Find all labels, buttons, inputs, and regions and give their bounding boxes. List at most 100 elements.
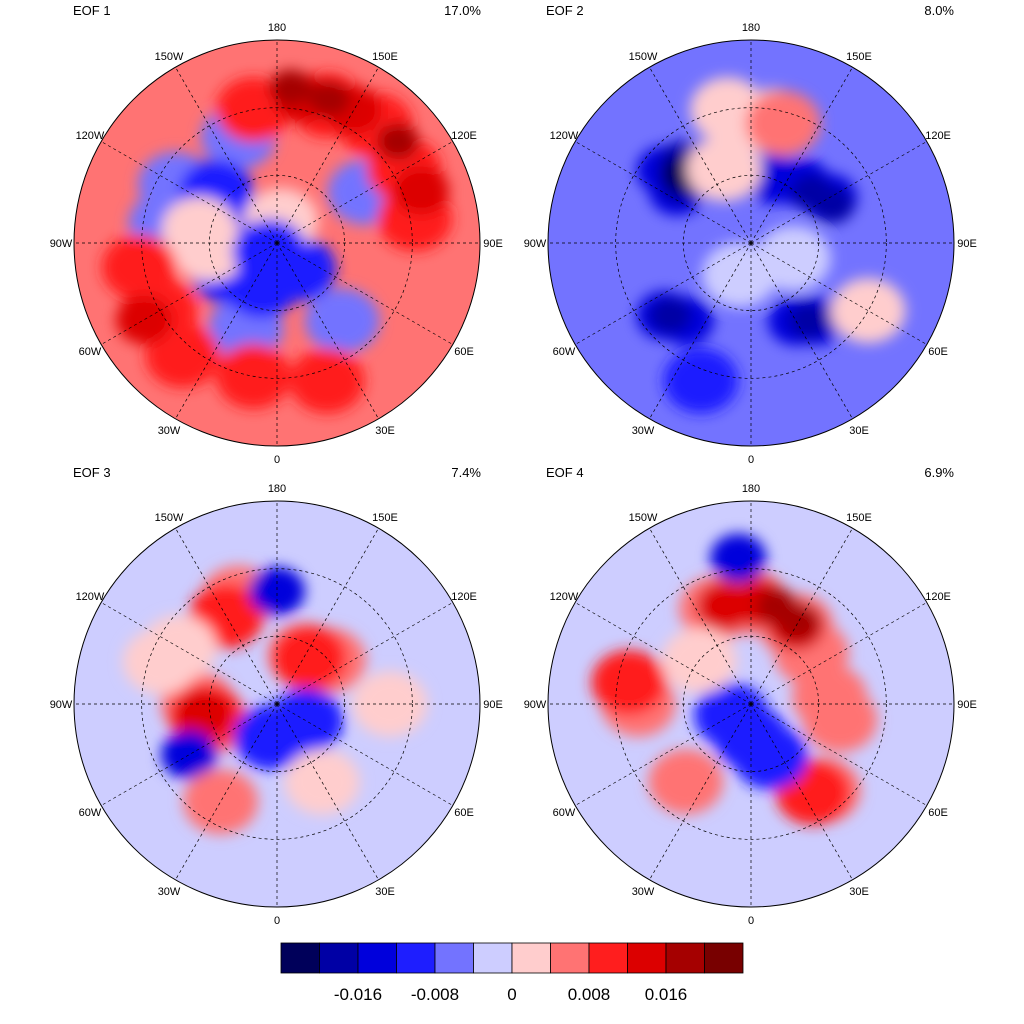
meridian-line	[276, 242, 379, 419]
colorbar-swatch	[665, 942, 705, 974]
longitude-label: 30E	[849, 886, 869, 898]
contour-region	[591, 649, 667, 715]
latitude-circle	[615, 568, 887, 840]
contour-region	[710, 533, 767, 583]
longitude-label: 180	[742, 22, 760, 34]
colorbar-swatch	[319, 942, 359, 974]
longitude-label: 60E	[928, 346, 948, 358]
longitude-label: 0	[274, 454, 280, 466]
contour-region	[393, 166, 450, 215]
latitude-circle	[615, 107, 887, 379]
contour-region	[649, 297, 692, 334]
meridian-line	[750, 242, 853, 419]
longitude-label: 180	[268, 22, 286, 34]
colorbar-swatch	[357, 942, 397, 974]
longitude-label: 0	[748, 454, 754, 466]
contour-region	[788, 302, 831, 339]
meridian-line	[750, 703, 853, 880]
contour-region	[269, 69, 312, 107]
eof-panel-3: 180 150E 120E 90E 60E 30E 0 30W 60W 90W 120W 150W EO…	[50, 465, 503, 927]
meridian-line	[175, 67, 278, 244]
longitude-label: 120W	[550, 130, 579, 142]
contour-region	[248, 566, 306, 616]
meridian-line	[276, 242, 453, 345]
colorbar: -0.016 -0.008 0 0.008 0.016	[280, 942, 744, 1004]
longitude-label: 30W	[632, 886, 655, 898]
colorbar-tick-label: -0.016	[334, 985, 382, 1004]
contour-region	[696, 581, 753, 631]
longitude-label: 120W	[76, 591, 105, 603]
longitude-label: 150E	[372, 512, 398, 524]
meridian-line	[276, 67, 379, 244]
longitude-label: 120W	[550, 591, 579, 603]
meridian-line	[101, 602, 278, 705]
meridian-line	[101, 141, 278, 244]
meridian-line	[276, 528, 379, 705]
contour-field	[548, 501, 954, 907]
meridian-line	[750, 141, 927, 244]
contour-region	[271, 625, 347, 691]
contour-region	[232, 219, 308, 285]
meridian-line	[276, 602, 453, 705]
contour-region	[116, 295, 173, 345]
eof-panel-2: 180 150E 120E 90E 60E 30E 0 30W 60W 90W 120W 150W EO…	[524, 3, 977, 466]
meridian-line	[649, 242, 752, 419]
meridian-line	[649, 528, 752, 705]
panel-title: EOF 3	[73, 465, 111, 480]
meridian-line	[276, 141, 453, 244]
longitude-label: 90W	[50, 238, 73, 250]
longitude-label: 150W	[629, 512, 658, 524]
longitude-label: 150E	[846, 512, 872, 524]
contour-region	[802, 687, 878, 753]
meridian-line	[750, 242, 927, 345]
contour-region	[648, 749, 724, 815]
contour-region	[745, 90, 821, 156]
longitude-label: 150W	[629, 51, 658, 63]
map-boundary	[547, 39, 955, 447]
longitude-label: 150W	[155, 51, 184, 63]
contour-region	[732, 724, 808, 790]
contour-region	[175, 689, 232, 739]
meridian-line	[649, 703, 752, 880]
longitude-label: 30W	[158, 425, 181, 437]
meridian-line	[649, 67, 752, 244]
contour-region	[289, 348, 365, 414]
longitude-label: 30W	[632, 425, 655, 437]
longitude-label: 30E	[375, 886, 395, 898]
contour-region	[376, 123, 419, 160]
meridian-line	[175, 528, 278, 705]
map-boundary	[547, 500, 955, 908]
contour-region	[183, 769, 258, 835]
longitude-label: 30E	[375, 425, 395, 437]
latitude-circle	[141, 568, 413, 840]
contour-region	[663, 348, 739, 414]
meridian-line	[750, 67, 853, 244]
meridian-line	[750, 602, 927, 705]
eof-panel-1: 180 150E 120E 90E 60E 30E 0 30W 60W 90W 120W 150W EO…	[50, 3, 503, 466]
colorbar-swatch	[396, 942, 436, 974]
meridian-line	[575, 141, 752, 244]
contour-region	[352, 671, 428, 737]
longitude-label: 120E	[925, 130, 951, 142]
longitude-label: 90E	[957, 238, 977, 250]
meridian-line	[101, 242, 278, 345]
eof-panels: 180 150E 120E 90E 60E 30E 0 30W 60W 90W 120W 150W EO…	[50, 3, 977, 927]
contour-region	[145, 322, 221, 388]
meridian-line	[175, 703, 278, 880]
contour-region	[268, 688, 344, 754]
meridian-line	[575, 242, 752, 345]
meridian-line	[276, 703, 379, 880]
longitude-label: 90W	[524, 238, 547, 250]
longitude-label: 120E	[925, 591, 951, 603]
colorbar-swatch	[704, 942, 744, 974]
longitude-label: 150W	[155, 512, 184, 524]
longitude-label: 60E	[454, 807, 474, 819]
longitude-label: 150E	[846, 51, 872, 63]
contour-region	[304, 288, 380, 354]
colorbar-swatch	[511, 942, 551, 974]
longitude-label: 90W	[50, 699, 73, 711]
colorbar-tick-label: -0.008	[411, 985, 459, 1004]
panel-title: EOF 1	[73, 3, 111, 18]
colorbar-tick-label: 0	[507, 985, 516, 1004]
